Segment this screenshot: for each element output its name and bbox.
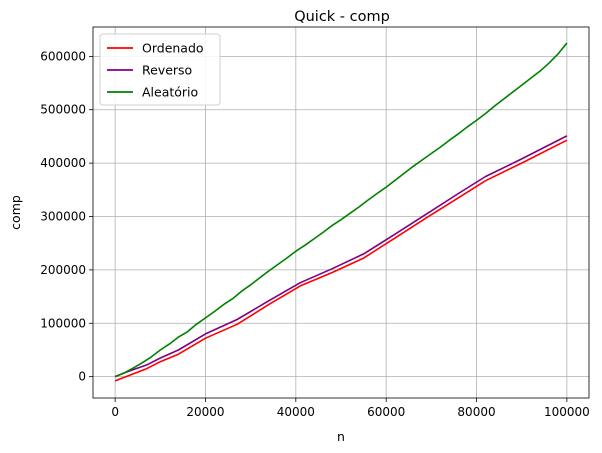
y-tick-label: 300000 bbox=[40, 210, 86, 224]
x-axis-ticks: 0 20000 40000 60000 80000 100000 bbox=[111, 398, 590, 419]
plot-frame bbox=[92, 26, 590, 399]
x-tick-label: 0 bbox=[111, 405, 119, 419]
x-tick-label: 20000 bbox=[186, 405, 224, 419]
series-lines bbox=[114, 42, 568, 382]
x-tick-label: 100000 bbox=[544, 405, 590, 419]
grid-lines bbox=[93, 27, 589, 398]
legend-label-3: Aleatório bbox=[142, 85, 198, 100]
x-tick-label: 40000 bbox=[277, 405, 315, 419]
x-axis-label: n bbox=[337, 429, 345, 444]
series-line-3 bbox=[114, 42, 568, 378]
x-tick-label: 80000 bbox=[457, 405, 495, 419]
y-tick-label: 500000 bbox=[40, 103, 86, 117]
x-tick-label: 60000 bbox=[367, 405, 405, 419]
y-tick-label: 200000 bbox=[40, 263, 86, 277]
y-axis-ticks: 0 100000 200000 300000 400000 500000 600000 bbox=[40, 49, 93, 384]
y-tick-label: 100000 bbox=[40, 316, 86, 330]
y-axis-label: comp bbox=[8, 195, 23, 230]
legend-label-1: Ordenado bbox=[142, 41, 204, 56]
legend: Ordenado Reverso Aleatório bbox=[99, 33, 221, 106]
y-tick-label: 400000 bbox=[40, 156, 86, 170]
legend-label-2: Reverso bbox=[142, 63, 192, 78]
chart-title: Quick - comp bbox=[294, 9, 390, 25]
y-tick-label: 600000 bbox=[40, 49, 86, 63]
legend-box bbox=[99, 33, 221, 106]
series-line-2 bbox=[114, 135, 568, 378]
y-tick-label: 0 bbox=[78, 370, 86, 384]
series-line-1 bbox=[114, 139, 568, 382]
